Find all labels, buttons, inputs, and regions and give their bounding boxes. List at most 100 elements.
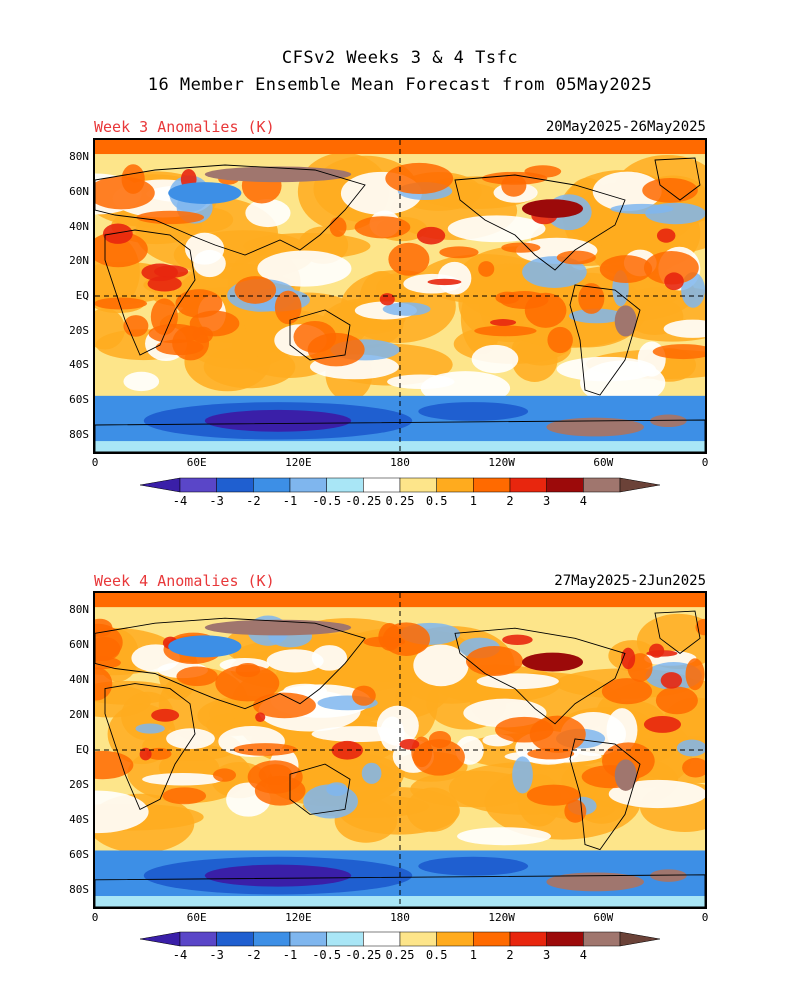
colorbar-label: 0.5 <box>425 948 448 962</box>
colorbar-low-arrow <box>139 477 181 493</box>
colorbar-segment <box>326 931 364 947</box>
colorbar-segment <box>399 477 437 493</box>
colorbar-segment <box>179 931 217 947</box>
lat-label: 40S <box>69 812 89 826</box>
colorbar-high-arrow <box>619 931 661 947</box>
panel2-heading: Week 4 Anomalies (K) <box>94 572 275 590</box>
coastline-5 <box>654 610 701 654</box>
panel1-heading: Week 3 Anomalies (K) <box>94 118 275 136</box>
lat-label: 80N <box>69 603 89 617</box>
coastline-6 <box>95 419 705 452</box>
lat-label: 60S <box>69 847 89 861</box>
coastline-6 <box>95 874 705 907</box>
panel1-colorbar-svg <box>139 477 661 493</box>
lat-label: 60S <box>69 393 89 406</box>
lon-label: 60W <box>593 456 614 469</box>
lat-label: 20N <box>69 254 89 268</box>
lat-label: 60N <box>69 185 89 198</box>
colorbar-label: 0.25 <box>385 494 415 508</box>
lat-label: EQ <box>75 743 89 756</box>
lat-label: 40N <box>69 673 89 687</box>
lat-label: 20N <box>69 708 89 722</box>
coastline-5 <box>654 157 701 201</box>
colorbar-high-arrow <box>619 477 661 493</box>
colorbar-label: -4 <box>172 494 188 508</box>
lon-label: 0 <box>701 456 709 469</box>
lon-label: 120W <box>488 911 515 924</box>
colorbar-segment <box>216 931 254 947</box>
colorbar-segment <box>436 477 474 493</box>
lat-label: 80S <box>69 882 89 896</box>
coastline-1 <box>95 617 366 710</box>
colorbar-label: 1 <box>469 948 477 962</box>
colorbar-segment <box>583 477 621 493</box>
title-line-2: 16 Member Ensemble Mean Forecast from 05… <box>147 75 653 95</box>
lon-label: 180 <box>390 911 410 924</box>
colorbar-label: -3 <box>209 948 224 962</box>
colorbar-segment <box>289 931 327 947</box>
colorbar-segment <box>253 477 291 493</box>
colorbar-segment <box>326 477 364 493</box>
lat-label: EQ <box>75 289 89 302</box>
panel2-map-svg <box>95 593 705 907</box>
panel2-colorbar-svg <box>139 931 661 947</box>
colorbar-segment <box>216 477 254 493</box>
lon-label: 0 <box>91 456 99 469</box>
colorbar-segment <box>509 477 547 493</box>
coastline-0 <box>104 229 196 356</box>
lat-label: 20S <box>69 323 89 337</box>
lon-label: 120W <box>488 456 515 469</box>
panel1-dates: 20May2025-26May2025 <box>545 119 706 135</box>
colorbar-label: -2 <box>246 494 261 508</box>
colorbar-segment <box>179 477 217 493</box>
coastline-2 <box>289 309 351 361</box>
lon-label: 120E <box>285 911 312 924</box>
panel1-map <box>93 138 707 454</box>
coastline-0 <box>104 683 196 811</box>
colorbar-label: -0.5 <box>312 948 342 962</box>
lat-label: 20S <box>69 777 89 791</box>
lat-label: 40S <box>69 358 89 372</box>
colorbar-label: -0.25 <box>345 948 382 962</box>
lon-label: 60E <box>186 911 207 924</box>
lon-label: 60E <box>186 456 207 469</box>
colorbar-segment <box>363 477 401 493</box>
panel2-map <box>93 591 707 909</box>
panel1-colorbar <box>139 476 661 498</box>
colorbar-label: 4 <box>579 948 587 962</box>
colorbar-label: -0.25 <box>345 494 382 508</box>
panel2-colorbar <box>139 930 661 952</box>
colorbar-segment <box>289 477 327 493</box>
colorbar-segment <box>583 931 621 947</box>
coastline-2 <box>289 763 351 815</box>
colorbar-segment <box>546 477 584 493</box>
lat-label: 40N <box>69 219 89 233</box>
lat-label: 80N <box>69 150 89 164</box>
colorbar-label: 4 <box>579 494 587 508</box>
colorbar-label: -3 <box>209 494 224 508</box>
lon-label: 60W <box>593 911 614 924</box>
colorbar-segment <box>473 477 511 493</box>
colorbar-label: 0.25 <box>385 948 415 962</box>
colorbar-segment <box>363 931 401 947</box>
colorbar-label: -4 <box>172 948 188 962</box>
lon-label: 180 <box>390 456 410 469</box>
lat-label: 80S <box>69 427 89 441</box>
colorbar-segment <box>399 931 437 947</box>
coastline-4 <box>569 284 641 396</box>
coastline-4 <box>569 738 641 851</box>
colorbar-label: 3 <box>543 494 551 508</box>
colorbar-label: 2 <box>506 948 514 962</box>
colorbar-segment <box>473 931 511 947</box>
coastline-3 <box>454 627 626 725</box>
lon-label: 0 <box>701 911 709 924</box>
coastline-1 <box>95 164 366 256</box>
colorbar-label: 2 <box>506 494 514 508</box>
colorbar-label: 1 <box>469 494 477 508</box>
colorbar-segment <box>436 931 474 947</box>
colorbar-label: 3 <box>543 948 551 962</box>
lon-label: 120E <box>285 456 312 469</box>
colorbar-label: -2 <box>246 948 261 962</box>
panel2-dates: 27May2025-2Jun2025 <box>554 573 706 589</box>
lat-label: 60N <box>69 638 89 652</box>
